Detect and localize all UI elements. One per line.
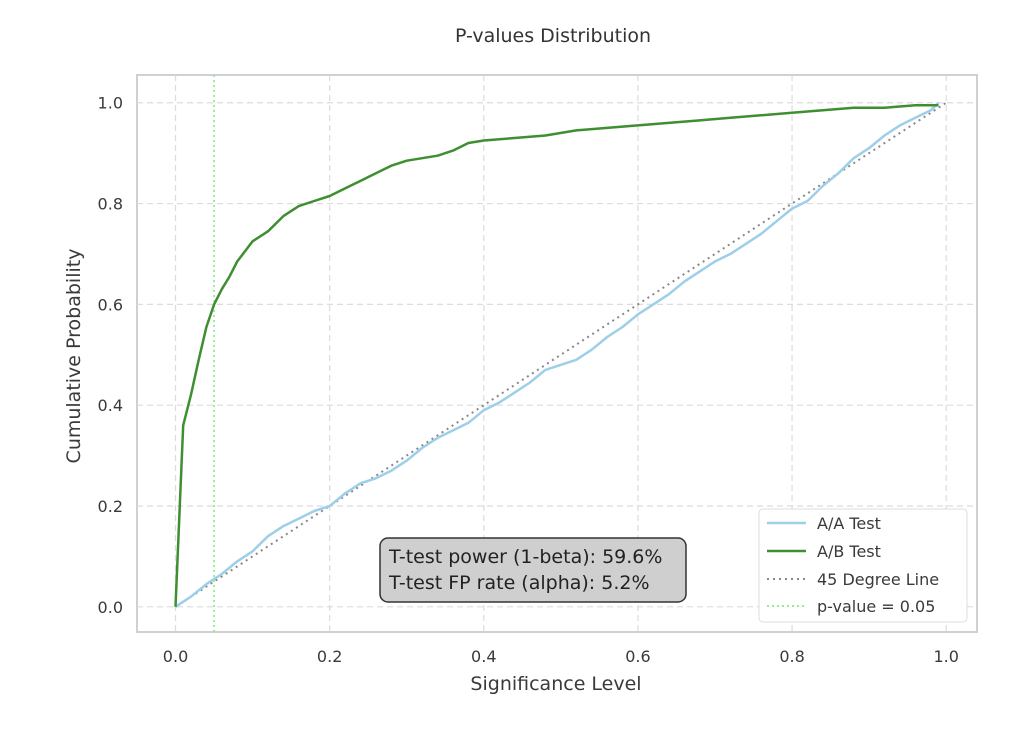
annotation-box: T-test power (1-beta): 59.6% T-test FP r…: [379, 537, 687, 603]
y-tick-label: 0.0: [98, 598, 123, 617]
chart-title: P-values Distribution: [455, 25, 651, 47]
annotation-line-power: T-test power (1-beta): 59.6%: [388, 546, 662, 568]
x-tick-label: 0.2: [317, 647, 342, 666]
series-line-a-b-test: [174, 103, 939, 607]
x-tick-label: 0.4: [471, 647, 496, 666]
legend-label-ab-test: A/B Test: [817, 542, 881, 561]
x-tick-label: 0.0: [163, 647, 188, 666]
x-axis-ticks: 0.0 0.2 0.4 0.6 0.8 1.0: [163, 647, 959, 666]
y-axis-ticks: 0.0 0.2 0.4 0.6 0.8 1.0: [98, 94, 123, 617]
y-tick-label: 0.8: [98, 195, 123, 214]
legend-label-45-degree-line: 45 Degree Line: [817, 570, 939, 589]
legend-label-p-value: p-value = 0.05: [817, 597, 935, 616]
y-tick-label: 0.4: [98, 396, 123, 415]
grid: [137, 75, 977, 632]
y-axis-label: Cumulative Probability: [63, 249, 85, 464]
x-tick-label: 0.8: [779, 647, 804, 666]
x-tick-label: 0.6: [625, 647, 650, 666]
chart-lines: [174, 75, 947, 632]
series-line-a-a-test: [174, 101, 940, 608]
legend: A/A Test A/B Test 45 Degree Line p-value…: [758, 508, 968, 623]
annotation-line-fp-rate: T-test FP rate (alpha): 5.2%: [388, 572, 650, 594]
y-tick-label: 0.2: [98, 497, 123, 516]
legend-label-aa-test: A/A Test: [817, 514, 881, 533]
x-axis-label: Significance Level: [470, 673, 641, 695]
y-tick-label: 1.0: [98, 94, 123, 113]
x-tick-label: 1.0: [933, 647, 958, 666]
legend-box: [758, 508, 968, 623]
y-tick-label: 0.6: [98, 295, 123, 314]
annotation-box-background: [379, 537, 687, 603]
